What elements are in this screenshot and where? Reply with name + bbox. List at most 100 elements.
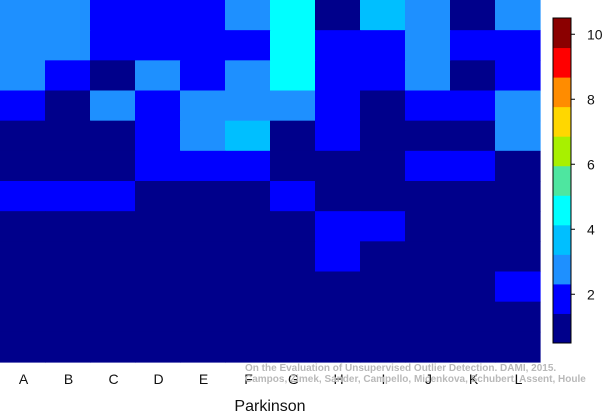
heatmap-cell bbox=[450, 30, 496, 61]
heatmap-cell bbox=[405, 211, 451, 242]
heatmap-cell bbox=[180, 331, 226, 363]
heatmap-cell bbox=[405, 301, 451, 333]
heatmap-cell bbox=[270, 90, 316, 122]
heatmap-cell bbox=[270, 181, 316, 212]
heatmap-cell bbox=[0, 0, 46, 31]
heatmap-cell bbox=[0, 301, 46, 333]
heatmap-cell bbox=[270, 30, 316, 61]
x-tick-label: I bbox=[382, 371, 386, 387]
x-tick-label: B bbox=[64, 371, 73, 387]
heatmap-cell bbox=[270, 60, 316, 92]
x-tick-label: H bbox=[333, 371, 343, 387]
heatmap-cell bbox=[180, 150, 226, 182]
heatmap-cell bbox=[315, 30, 361, 61]
heatmap-cell bbox=[495, 120, 541, 152]
heatmap-cell bbox=[90, 120, 136, 152]
colorbar-segment bbox=[553, 47, 571, 78]
x-tick-label: A bbox=[19, 371, 29, 387]
heatmap-cell bbox=[315, 150, 361, 182]
heatmap-cell bbox=[270, 271, 316, 303]
heatmap-cell bbox=[360, 211, 406, 242]
heatmap-cell bbox=[135, 241, 181, 273]
credit-line: Campos, Zimek, Sander, Campello, Micenko… bbox=[245, 374, 586, 385]
heatmap-cell bbox=[450, 331, 496, 363]
heatmap-cell bbox=[270, 301, 316, 333]
heatmap-cell bbox=[270, 150, 316, 182]
heatmap-cell bbox=[180, 271, 226, 303]
heatmap-cell bbox=[450, 211, 496, 242]
heatmap-cell bbox=[270, 331, 316, 363]
heatmap-cell bbox=[450, 150, 496, 182]
x-axis-label: Parkinson bbox=[234, 398, 305, 413]
heatmap-cell bbox=[90, 0, 136, 31]
heatmap-cell bbox=[360, 241, 406, 273]
credit-text: On the Evaluation of Unsupervised Outlie… bbox=[245, 363, 586, 385]
x-tick-label: F bbox=[244, 371, 253, 387]
colorbar-segment bbox=[553, 136, 571, 167]
heatmap-cell bbox=[45, 211, 91, 242]
heatmap-cell bbox=[495, 331, 541, 363]
x-tick-label: D bbox=[153, 371, 163, 387]
heatmap-cell bbox=[45, 60, 91, 92]
heatmap-cell bbox=[225, 90, 271, 122]
heatmap-cell bbox=[45, 301, 91, 333]
heatmap-cell bbox=[495, 181, 541, 212]
heatmap-cell bbox=[225, 331, 271, 363]
heatmap-cell bbox=[90, 181, 136, 212]
heatmap-cell bbox=[315, 241, 361, 273]
heatmap-cell bbox=[360, 120, 406, 152]
heatmap-cell bbox=[495, 211, 541, 242]
heatmap-cell bbox=[180, 181, 226, 212]
heatmap-cell bbox=[450, 271, 496, 303]
heatmap-cell bbox=[135, 301, 181, 333]
colorbar-segment bbox=[553, 254, 571, 285]
heatmap-cell bbox=[0, 271, 46, 303]
heatmap-cell bbox=[495, 301, 541, 333]
heatmap-cell bbox=[45, 331, 91, 363]
heatmap-cell bbox=[180, 60, 226, 92]
heatmap-cell bbox=[180, 0, 226, 31]
heatmap-cell bbox=[225, 0, 271, 31]
heatmap-cell bbox=[0, 60, 46, 92]
heatmap-cell bbox=[405, 241, 451, 273]
x-tick-label: L bbox=[515, 371, 523, 387]
colorbar-segment bbox=[553, 224, 571, 255]
heatmap-cell bbox=[135, 150, 181, 182]
heatmap-cell bbox=[225, 120, 271, 152]
heatmap-cell bbox=[360, 0, 406, 31]
heatmap-cell bbox=[90, 90, 136, 122]
x-tick-label: J bbox=[425, 371, 432, 387]
x-tick-label: E bbox=[199, 371, 208, 387]
heatmap-cell bbox=[495, 0, 541, 31]
heatmap-cell bbox=[270, 0, 316, 31]
heatmap-cell bbox=[45, 181, 91, 212]
heatmap-cell bbox=[0, 90, 46, 122]
heatmap-cell bbox=[405, 120, 451, 152]
heatmap-cell bbox=[0, 181, 46, 212]
heatmap-cell bbox=[225, 241, 271, 273]
heatmap-cell bbox=[315, 271, 361, 303]
heatmap-cell bbox=[315, 211, 361, 242]
heatmap-cell bbox=[495, 60, 541, 92]
heatmap-cell bbox=[180, 241, 226, 273]
heatmap-cell bbox=[450, 301, 496, 333]
heatmap-cell bbox=[450, 60, 496, 92]
heatmap-cell bbox=[90, 30, 136, 61]
heatmap-cell bbox=[90, 211, 136, 242]
heatmap-cell bbox=[495, 30, 541, 61]
heatmap-cell bbox=[405, 60, 451, 92]
heatmap-cell bbox=[45, 271, 91, 303]
credit-line: On the Evaluation of Unsupervised Outlie… bbox=[245, 363, 556, 374]
heatmap-cell bbox=[45, 90, 91, 122]
heatmap-cell bbox=[405, 271, 451, 303]
heatmap-cell bbox=[450, 181, 496, 212]
heatmap-cell bbox=[360, 30, 406, 61]
heatmap-cell bbox=[0, 150, 46, 182]
x-tick-label: G bbox=[288, 371, 299, 387]
heatmap-cell bbox=[0, 30, 46, 61]
heatmap-cell bbox=[405, 181, 451, 212]
heatmap-cell bbox=[495, 271, 541, 303]
heatmap-cell bbox=[270, 120, 316, 152]
heatmap-cell bbox=[135, 271, 181, 303]
